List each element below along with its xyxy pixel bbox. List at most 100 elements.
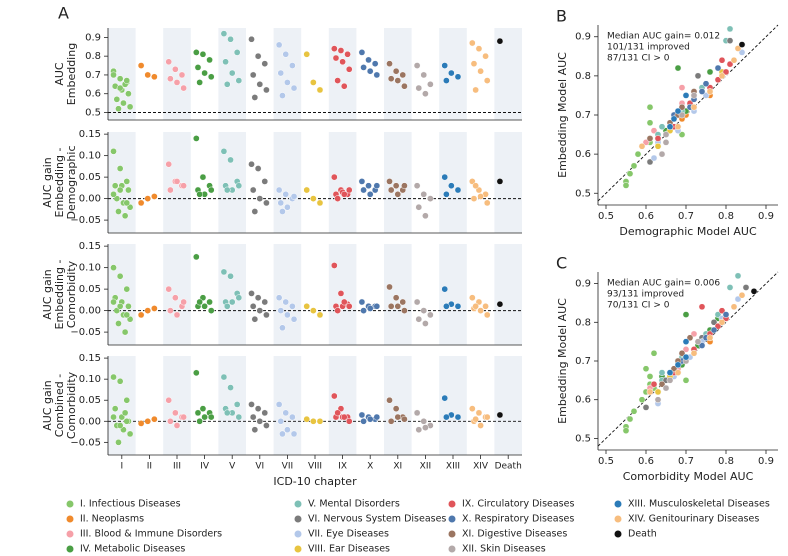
point: [345, 186, 353, 194]
point: [196, 417, 203, 425]
point: [415, 84, 423, 92]
point: [415, 426, 423, 434]
point: [223, 409, 231, 417]
point: [742, 284, 750, 291]
point: [422, 90, 429, 98]
point: [111, 405, 119, 413]
point: [650, 380, 658, 388]
point: [223, 186, 231, 194]
point: [366, 190, 374, 198]
legend-label: VI. Nervous System Diseases: [308, 514, 446, 525]
x-tick-label: 0.9: [758, 456, 774, 467]
legend-label: XI. Digestive Diseases: [462, 529, 567, 540]
point: [646, 119, 654, 127]
point: [690, 349, 698, 357]
point: [125, 186, 132, 194]
point: [698, 342, 706, 349]
point: [289, 62, 296, 69]
y-tick-label: 0.5: [85, 107, 101, 118]
point: [345, 65, 353, 73]
point: [682, 353, 690, 361]
point: [710, 318, 718, 326]
point: [289, 302, 296, 310]
y-axis-label: AUC: [53, 62, 66, 86]
point: [116, 377, 124, 385]
point: [275, 294, 283, 302]
point: [199, 173, 207, 181]
point: [622, 427, 630, 435]
point: [360, 307, 367, 314]
point: [386, 396, 393, 404]
point: [666, 123, 674, 131]
legend-marker: [66, 530, 74, 538]
point: [678, 349, 686, 357]
band-shade: [328, 132, 357, 233]
point: [137, 311, 145, 319]
point: [123, 178, 131, 185]
point: [654, 396, 662, 404]
point: [167, 307, 174, 314]
point: [441, 173, 449, 181]
point: [277, 199, 285, 207]
point: [121, 212, 129, 220]
point: [223, 302, 231, 310]
legend-marker: [66, 545, 74, 553]
point: [682, 376, 690, 384]
point: [282, 50, 290, 58]
point: [674, 369, 682, 376]
y-tick-label: 0.15: [79, 353, 101, 364]
y-tick-label: 0.7: [85, 70, 101, 81]
point: [373, 302, 381, 310]
point: [263, 199, 270, 207]
point: [248, 290, 255, 297]
point: [111, 182, 119, 190]
annotation: 87/131 CI > 0: [607, 54, 670, 64]
point: [199, 405, 207, 413]
point: [420, 71, 428, 79]
point: [116, 165, 124, 172]
point: [340, 298, 348, 306]
point: [662, 139, 670, 146]
x-tick-label: VI: [255, 462, 264, 472]
point: [718, 318, 726, 326]
legend-marker: [448, 500, 456, 508]
band-shade: [163, 28, 191, 120]
point: [290, 84, 298, 92]
point: [316, 199, 324, 207]
point: [123, 199, 131, 207]
point: [734, 45, 742, 52]
point: [670, 365, 678, 373]
point: [123, 77, 131, 84]
point: [165, 160, 173, 168]
point: [110, 373, 117, 381]
point: [167, 75, 174, 83]
legend-label: V. Mental Disorders: [308, 499, 400, 510]
annotation: 70/131 CI > 0: [607, 301, 670, 311]
x-tick-label: 0.5: [598, 456, 614, 467]
point: [738, 41, 746, 48]
point: [422, 320, 429, 327]
point: [413, 298, 421, 306]
point: [694, 338, 702, 346]
point: [303, 50, 311, 58]
point: [222, 58, 229, 66]
point: [698, 88, 706, 95]
point: [454, 73, 462, 81]
x-tick-label: XII: [420, 462, 431, 472]
point: [316, 86, 324, 94]
point: [137, 62, 145, 69]
point: [365, 56, 372, 64]
point: [192, 369, 200, 377]
point: [472, 86, 479, 94]
point: [303, 186, 311, 194]
point: [646, 158, 654, 166]
y-tick-label: −0.05: [70, 327, 101, 338]
point: [674, 107, 682, 115]
annotation: Median AUC gain= 0.006: [607, 279, 720, 289]
point: [638, 396, 646, 404]
point: [116, 422, 124, 429]
x-tick-label: IV: [200, 462, 210, 472]
point: [251, 426, 259, 434]
point: [220, 147, 228, 155]
point: [173, 311, 181, 319]
